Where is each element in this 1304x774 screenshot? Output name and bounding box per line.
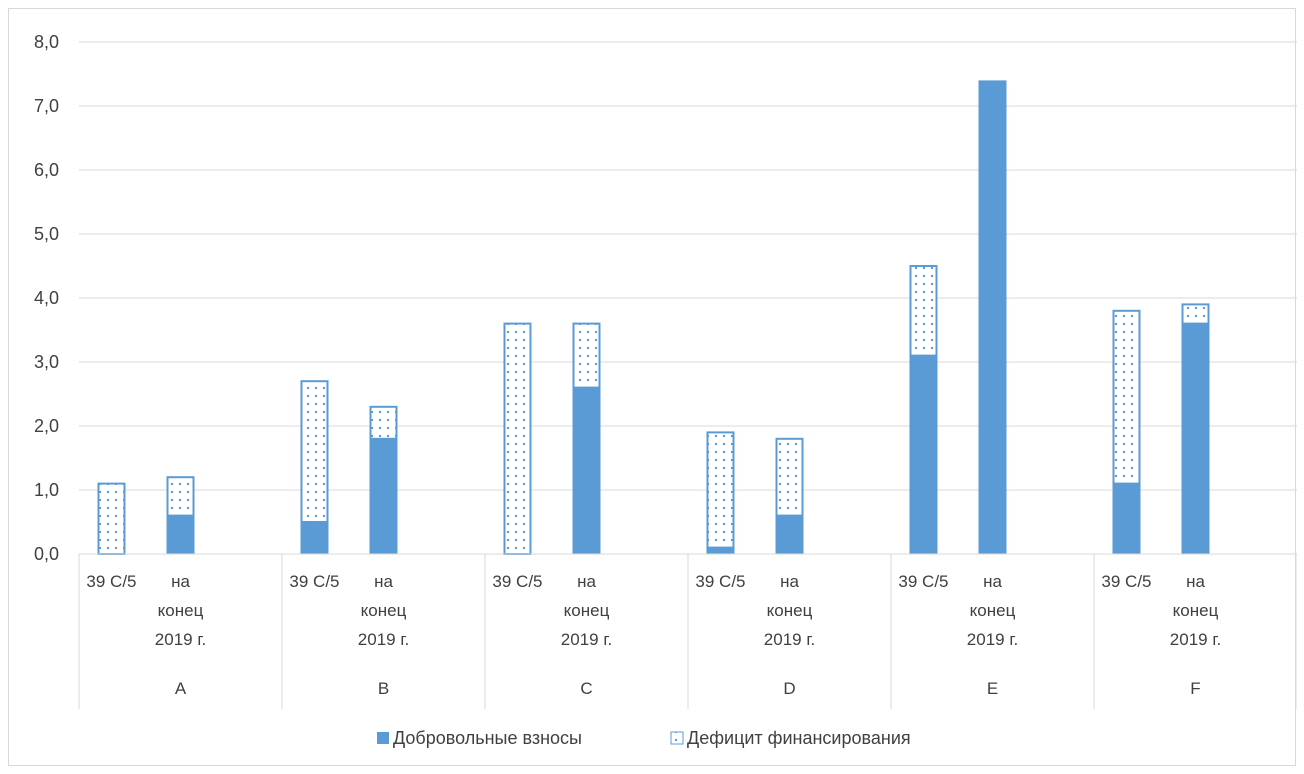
legend-label-deficit: Дефицит финансирования <box>687 728 911 748</box>
bar-segment-voluntary <box>1181 323 1210 554</box>
group-label: B <box>378 679 389 698</box>
legend: Добровольные взносы Дефицит финансировани… <box>377 728 911 748</box>
group-label: A <box>175 679 187 698</box>
legend-swatch-deficit <box>670 731 684 745</box>
legend-swatch-voluntary <box>377 732 389 744</box>
bar-segment-deficit <box>1181 303 1210 325</box>
bar-segment-deficit <box>300 380 329 524</box>
bar-segment-voluntary <box>300 522 329 554</box>
subcategory-label: на <box>374 572 393 591</box>
bar-segment-deficit <box>1112 309 1141 485</box>
chart-area: 0,0 1,0 2,0 3,0 4,0 5,0 6,0 7,0 8,0 A 39 C/5 на коне… <box>8 8 1297 766</box>
subcategory-label: 39 C/5 <box>86 572 136 591</box>
subcategory-label: 2019 г. <box>1170 630 1221 649</box>
bar-segment-voluntary <box>909 355 938 554</box>
bar-segment-deficit <box>909 265 938 357</box>
subcategory-label: на <box>780 572 799 591</box>
bar-segment-voluntary <box>775 515 804 554</box>
subcategory-label: на <box>171 572 190 591</box>
legend-label-voluntary: Добровольные взносы <box>393 728 582 748</box>
subcategory-label: 2019 г. <box>764 630 815 649</box>
subcategory-label: на <box>577 572 596 591</box>
stacked-bar-chart: 0,0 1,0 2,0 3,0 4,0 5,0 6,0 7,0 8,0 A 39 C/5 на коне… <box>34 32 1297 748</box>
y-tick-label: 7,0 <box>34 96 59 116</box>
bar-segment-deficit <box>369 405 398 440</box>
y-tick-label: 5,0 <box>34 224 59 244</box>
bar-segment-deficit <box>97 482 126 556</box>
axis-labels: 0,0 1,0 2,0 3,0 4,0 5,0 6,0 7,0 8,0 A 39 C/5 на коне… <box>34 32 1297 709</box>
bar-segment-deficit <box>166 476 195 517</box>
subcategory-label: на <box>983 572 1002 591</box>
y-tick-label: 6,0 <box>34 160 59 180</box>
group-label: D <box>783 679 795 698</box>
bars <box>97 80 1210 556</box>
subcategory-label: на <box>1186 572 1205 591</box>
y-tick-label: 0,0 <box>34 544 59 564</box>
gridlines <box>79 41 1297 555</box>
subcategory-label: конец <box>767 601 813 620</box>
subcategory-label: 2019 г. <box>155 630 206 649</box>
subcategory-label: 2019 г. <box>561 630 612 649</box>
subcategory-label: конец <box>1173 601 1219 620</box>
subcategory-label: 39 C/5 <box>492 572 542 591</box>
bar-segment-voluntary <box>1112 483 1141 554</box>
bar-segment-deficit <box>503 322 532 555</box>
subcategory-label: конец <box>158 601 204 620</box>
subcategory-label: 39 C/5 <box>1101 572 1151 591</box>
subcategory-label: 2019 г. <box>967 630 1018 649</box>
y-tick-label: 4,0 <box>34 288 59 308</box>
subcategory-label: конец <box>564 601 610 620</box>
subcategory-label: 39 C/5 <box>289 572 339 591</box>
subcategory-label: конец <box>970 601 1016 620</box>
group-label: F <box>1190 679 1200 698</box>
subcategory-label: 2019 г. <box>358 630 409 649</box>
y-tick-label: 3,0 <box>34 352 59 372</box>
y-tick-label: 1,0 <box>34 480 59 500</box>
bar-segment-voluntary <box>166 515 195 554</box>
y-tick-label: 2,0 <box>34 416 59 436</box>
bar-segment-deficit <box>572 322 601 389</box>
bar-segment-voluntary <box>978 80 1007 555</box>
bar-segment-voluntary <box>572 387 601 554</box>
subcategory-label: 39 C/5 <box>898 572 948 591</box>
group-label: C <box>580 679 592 698</box>
bar-segment-voluntary <box>369 438 398 554</box>
bar-segment-deficit <box>775 437 804 517</box>
subcategory-label: конец <box>361 601 407 620</box>
bar-segment-voluntary <box>706 547 735 554</box>
y-tick-label: 8,0 <box>34 32 59 52</box>
group-label: E <box>987 679 998 698</box>
bar-segment-deficit <box>706 431 735 549</box>
subcategory-label: 39 C/5 <box>695 572 745 591</box>
